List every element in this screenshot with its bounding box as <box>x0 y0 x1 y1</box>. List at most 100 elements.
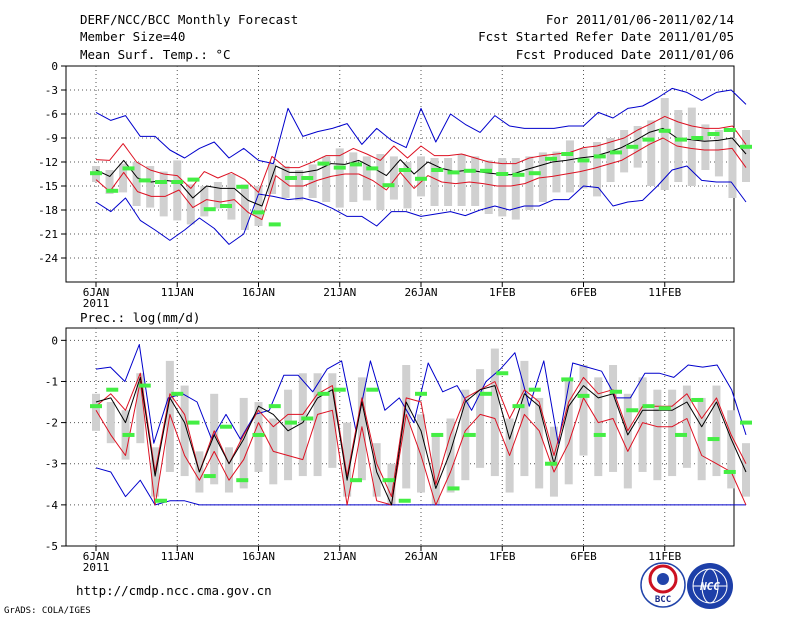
temperature-panel: 0 -3 -6 -9 -12 -15 -18 -21 -24 6JAN 11JAN 16JAN 21JA… <box>38 60 752 310</box>
ensemble-box <box>389 156 398 200</box>
ensemble-box <box>552 151 561 193</box>
observation-marker <box>626 144 639 149</box>
x-year-label: 2011 <box>83 297 110 310</box>
ensemble-mean-line <box>95 127 747 207</box>
observation-marker <box>236 184 249 189</box>
ensemble-box <box>535 397 544 489</box>
ensemble-box <box>322 156 331 202</box>
y-tick-label: 0 <box>51 60 58 73</box>
observation-marker <box>512 404 525 409</box>
observation-marker <box>447 170 460 175</box>
ensemble-box <box>224 447 233 493</box>
ensemble-box <box>146 166 155 208</box>
observation-marker <box>187 177 200 182</box>
observation-marker <box>285 176 297 180</box>
x-tick-label: 21JAN <box>323 550 356 563</box>
y-tick-label: -6 <box>45 108 58 121</box>
precipitation-panel: 0 -1 -2 -3 -4 -5 6JAN 11JAN 16JAN 21JAN 26JAN 1FEB 6… <box>45 327 752 574</box>
y-tick-label: 0 <box>51 334 58 347</box>
ensemble-box <box>525 156 534 210</box>
footer-url[interactable]: http://cmdp.ncc.cma.gov.cn <box>76 583 272 598</box>
ensemble-box <box>471 156 480 206</box>
x-tick-label: 11FEB <box>648 286 681 299</box>
observation-marker <box>561 377 574 382</box>
ensemble-box <box>159 171 168 217</box>
observation-marker <box>382 183 395 188</box>
ncc-logo: NCC <box>687 563 733 609</box>
x-tick-label: 11FEB <box>648 550 681 563</box>
observation-marker <box>268 222 281 227</box>
bcc-logo: BCC <box>640 562 686 608</box>
observation-marker <box>593 432 606 437</box>
ensemble-box <box>565 140 574 193</box>
observation-marker <box>155 498 167 503</box>
ensemble-box <box>653 389 662 481</box>
observation-marker <box>252 210 265 215</box>
ensemble-box <box>520 360 529 477</box>
ensemble-box <box>430 158 439 206</box>
x-year-label: 2011 <box>83 561 110 574</box>
x-tick-label: 6JAN <box>83 286 110 299</box>
ensemble-box <box>490 348 499 477</box>
observation-marker <box>366 166 379 171</box>
observation-marker <box>415 176 427 181</box>
ensemble-box <box>268 163 277 194</box>
observation-marker <box>512 172 525 177</box>
ensemble-box <box>254 402 263 472</box>
observation-marker <box>463 432 476 437</box>
ensemble-box <box>119 163 128 193</box>
observation-marker <box>350 478 362 483</box>
variable-label: Mean Surf. Temp.: °C <box>80 47 231 62</box>
observation-marker <box>528 387 541 392</box>
observation-marker <box>496 172 509 176</box>
ensemble-box <box>697 397 706 481</box>
observation-marker <box>171 180 184 184</box>
observation-marker <box>366 387 379 392</box>
observation-marker <box>171 391 184 396</box>
ensemble-box <box>579 365 588 456</box>
y-tick-label: -9 <box>45 132 58 145</box>
ensemble-mean-line <box>95 376 747 506</box>
observation-marker <box>658 128 671 133</box>
ensemble-box <box>284 389 293 481</box>
observation-marker <box>740 144 752 149</box>
ensemble-box <box>295 170 304 201</box>
observation-marker <box>723 128 736 132</box>
x-tick-label: 26JAN <box>404 550 437 563</box>
x-tick-label: 16JAN <box>242 550 275 563</box>
ensemble-box <box>106 402 115 444</box>
observation-marker <box>398 168 411 172</box>
observation-marker <box>447 486 460 491</box>
y-tick-label: -24 <box>38 252 58 265</box>
ensemble-box <box>647 120 656 186</box>
grads-credit: GrADS: COLA/IGES <box>4 606 91 616</box>
ensemble-box <box>105 170 114 194</box>
observation-marker <box>610 389 622 394</box>
ensemble-box <box>298 373 307 477</box>
bcc-swirl-icon <box>648 564 678 594</box>
observation-marker <box>496 371 509 376</box>
observation-marker <box>333 387 346 392</box>
ensemble-box <box>240 184 249 230</box>
forecast-period: For 2011/01/06-2011/02/14 <box>546 12 734 27</box>
ensemble-box <box>701 124 710 170</box>
ensemble-box <box>444 158 453 206</box>
ensemble-box <box>742 443 750 497</box>
y-tick-label: -4 <box>45 499 59 512</box>
observation-marker <box>480 391 492 396</box>
ensemble-box <box>714 130 723 177</box>
ensemble-box <box>431 434 440 505</box>
figure-title: DERF/NCC/BCC Monthly Forecast <box>80 12 298 27</box>
observation-marker <box>431 432 444 437</box>
observation-marker <box>707 132 720 136</box>
ensemble-box <box>727 410 736 489</box>
ensemble-box <box>620 130 629 173</box>
upper-band-line <box>95 372 747 498</box>
observation-marker <box>317 161 330 166</box>
ensemble-box <box>343 422 352 497</box>
observation-marker <box>317 391 330 396</box>
ensemble-box <box>136 373 145 444</box>
lower-band-line <box>95 137 747 221</box>
observation-marker <box>740 420 752 425</box>
